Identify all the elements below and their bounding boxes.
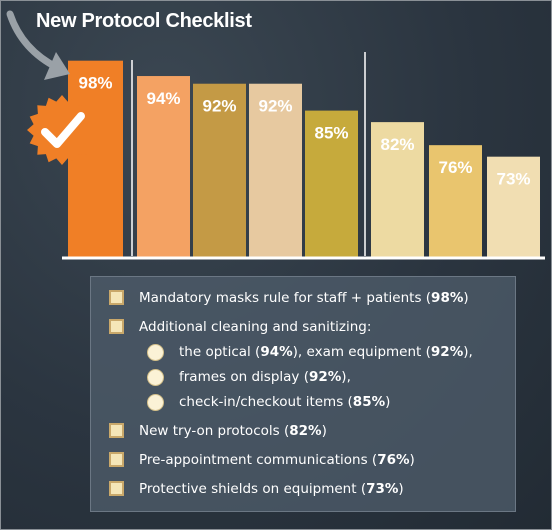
checkmark-badge-icon (27, 95, 97, 165)
bar (137, 76, 190, 257)
bar-value-label: 98% (78, 74, 112, 93)
bar-value-label: 76% (438, 158, 472, 177)
bar (249, 83, 302, 257)
checklist-item: Protective shields on equipment (73%) (139, 481, 404, 497)
bar-value-label: 73% (496, 170, 530, 189)
checkbox[interactable] (109, 319, 124, 334)
checklist-subitem: check-in/checkout items (85%) (179, 394, 391, 410)
bar (193, 83, 246, 257)
bar (305, 110, 358, 257)
bar-value-label: 92% (258, 97, 292, 116)
radio-dot[interactable] (147, 394, 164, 411)
curved-arrow-icon (6, 10, 70, 80)
checklist-panel: Mandatory masks rule for staff + patient… (90, 276, 516, 512)
checklist-item: Additional cleaning and sanitizing: (139, 319, 372, 335)
bar-chart: 98% 94% 92% 92% 85% 82% 76% 73% (6, 10, 545, 260)
bar (68, 60, 123, 258)
checklist-subitem: frames on display (92%), (179, 369, 351, 385)
checklist-item: Mandatory masks rule for staff + patient… (139, 290, 469, 306)
checkbox[interactable] (109, 452, 124, 467)
checkbox[interactable] (109, 290, 124, 305)
bar (371, 122, 424, 258)
checklist-item: New try-on protocols (82%) (139, 423, 327, 439)
checkbox[interactable] (109, 481, 124, 496)
bar-value-label: 85% (314, 124, 348, 143)
bar-value-label: 92% (202, 97, 236, 116)
radio-dot[interactable] (147, 344, 164, 361)
chart-title: New Protocol Checklist (36, 10, 252, 32)
checklist-subitem: the optical (94%), exam equipment (92%), (179, 344, 473, 360)
bar (487, 156, 540, 257)
bar-value-label: 94% (146, 89, 180, 108)
bar (429, 145, 482, 257)
checklist-item: Pre-appointment communications (76%) (139, 452, 415, 468)
radio-dot[interactable] (147, 369, 164, 386)
checkbox[interactable] (109, 423, 124, 438)
bar-value-label: 82% (380, 135, 414, 154)
